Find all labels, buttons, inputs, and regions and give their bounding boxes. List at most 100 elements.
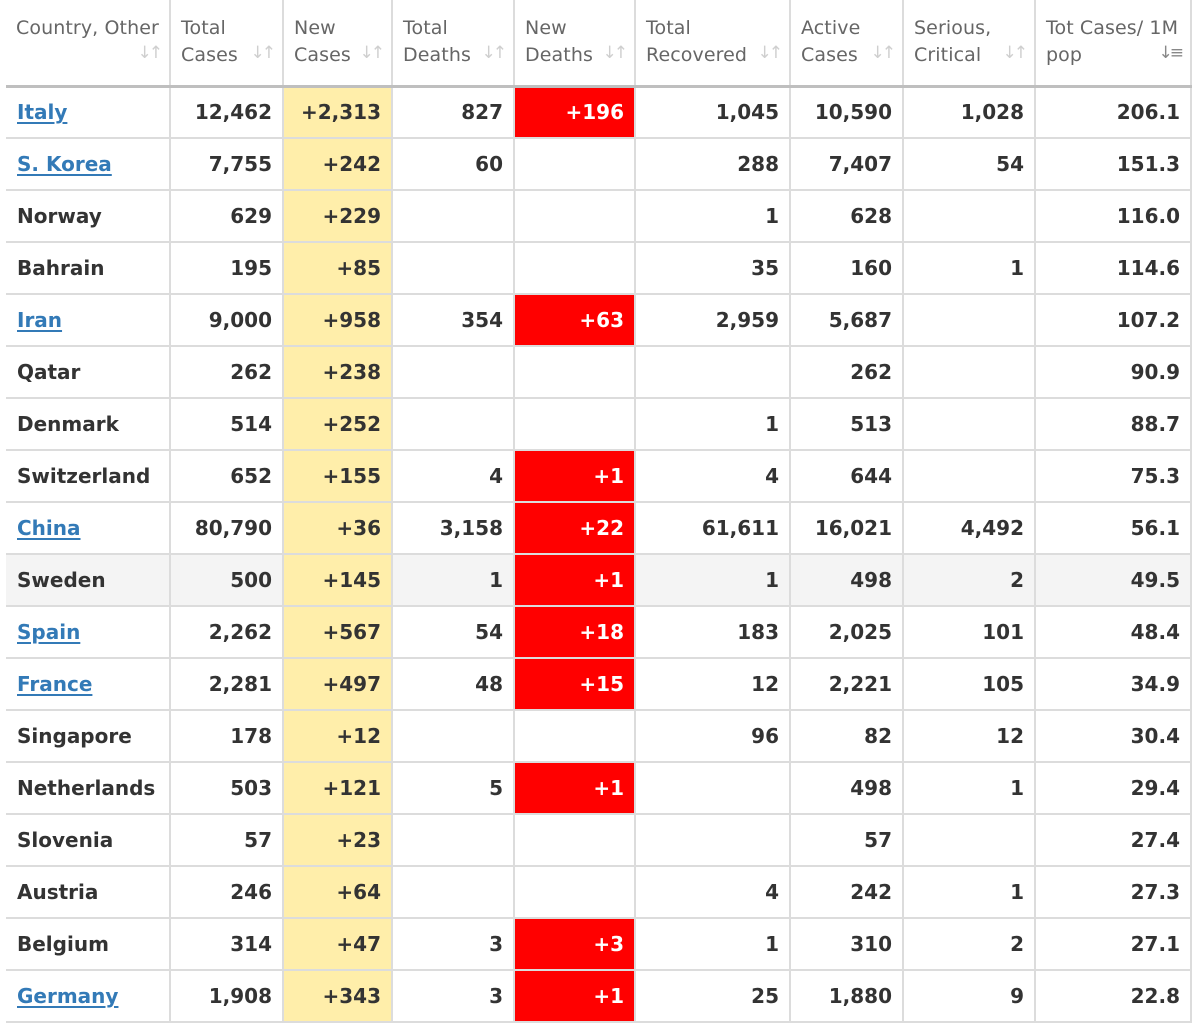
country-link[interactable]: China [17,516,81,540]
cell-total-cases: 12,462 [169,85,284,139]
cell-active-cases: 2,221 [789,657,904,711]
cell-tot-cases-per-1m: 27.4 [1034,813,1192,867]
col-header-tot-cases-per-1m[interactable]: Tot Cases/ 1M pop ↓≡ [1034,0,1192,88]
table-row: Netherlands 503 +121 5 +1 498 1 29.4 [6,761,1192,815]
cell-active-cases: 7,407 [789,137,904,191]
cell-total-deaths [391,241,515,295]
col-header-total-deaths[interactable]: Total Deaths ↓↑ [391,0,515,88]
country-link[interactable]: Iran [17,308,63,332]
country-link[interactable]: S. Korea [17,152,112,176]
cell-total-cases: 500 [169,553,284,607]
country-name: Netherlands [17,776,156,800]
cell-new-cases: +2,313 [282,85,393,139]
cell-new-cases: +238 [282,345,393,399]
cell-country: Bahrain [6,241,171,295]
col-header-label: Total Deaths [403,17,471,66]
cell-country: S. Korea [6,137,171,191]
cell-active-cases: 498 [789,761,904,815]
cell-new-deaths: +196 [513,85,636,139]
col-header-new-cases[interactable]: New Cases ↓↑ [282,0,393,88]
sort-arrows-icon[interactable]: ↓↑ [481,43,507,63]
cell-total-cases: 2,262 [169,605,284,659]
col-header-label: Tot Cases/ 1M pop [1046,17,1179,66]
cell-country: Slovenia [6,813,171,867]
table-header-row: Country, Other ↓↑ Total Cases ↓↑ New Cas… [6,0,1192,88]
col-header-serious-critical[interactable]: Serious, Critical ↓↑ [902,0,1036,88]
cell-total-deaths: 48 [391,657,515,711]
cell-tot-cases-per-1m: 27.1 [1034,917,1192,971]
sort-arrows-icon[interactable]: ↓↑ [1002,43,1028,63]
cell-total-deaths: 3 [391,917,515,971]
cell-total-cases: 57 [169,813,284,867]
cell-country: France [6,657,171,711]
cell-country: Denmark [6,397,171,451]
cell-country: Spain [6,605,171,659]
sort-arrows-icon[interactable]: ↓↑ [870,43,896,63]
cell-total-deaths [391,865,515,919]
cell-total-deaths [391,709,515,763]
sort-arrows-icon[interactable]: ↓↑ [602,43,628,63]
cell-total-deaths: 354 [391,293,515,347]
cell-new-cases: +36 [282,501,393,555]
cell-total-deaths [391,813,515,867]
cell-total-recovered: 4 [634,449,791,503]
cell-total-cases: 80,790 [169,501,284,555]
cell-new-deaths: +15 [513,657,636,711]
cell-new-deaths [513,189,636,243]
cell-serious-critical: 2 [902,917,1036,971]
cell-total-recovered: 1 [634,917,791,971]
country-link[interactable]: Italy [17,100,68,125]
cell-country: Qatar [6,345,171,399]
col-header-label: Total Cases [181,17,238,66]
sort-descending-icon[interactable]: ↓≡ [1158,43,1184,63]
country-link[interactable]: Germany [17,984,119,1008]
cell-total-deaths: 827 [391,85,515,139]
cell-tot-cases-per-1m: 30.4 [1034,709,1192,763]
cell-new-cases: +229 [282,189,393,243]
cell-serious-critical: 2 [902,553,1036,607]
cell-tot-cases-per-1m: 48.4 [1034,605,1192,659]
cell-serious-critical [902,813,1036,867]
cell-country: Switzerland [6,449,171,503]
country-name: Norway [17,204,102,228]
sort-arrows-icon[interactable]: ↓↑ [359,43,385,63]
cell-serious-critical: 1 [902,865,1036,919]
col-header-total-cases[interactable]: Total Cases ↓↑ [169,0,284,88]
col-header-country[interactable]: Country, Other ↓↑ [6,0,171,88]
table-row: China 80,790 +36 3,158 +22 61,611 16,021 4,492 5… [6,501,1192,555]
col-header-new-deaths[interactable]: New Deaths ↓↑ [513,0,636,88]
cell-country: Norway [6,189,171,243]
cell-total-cases: 9,000 [169,293,284,347]
col-header-active-cases[interactable]: Active Cases ↓↑ [789,0,904,88]
cell-new-cases: +252 [282,397,393,451]
cell-total-deaths: 5 [391,761,515,815]
sort-arrows-icon[interactable]: ↓↑ [137,43,163,63]
cell-tot-cases-per-1m: 114.6 [1034,241,1192,295]
cell-total-deaths: 1 [391,553,515,607]
cell-country: Singapore [6,709,171,763]
cell-active-cases: 513 [789,397,904,451]
cell-total-cases: 2,281 [169,657,284,711]
cell-total-deaths: 4 [391,449,515,503]
cell-new-deaths: +1 [513,761,636,815]
cell-serious-critical: 12 [902,709,1036,763]
cell-total-deaths: 3,158 [391,501,515,555]
cell-country: Netherlands [6,761,171,815]
cell-new-cases: +64 [282,865,393,919]
cell-new-deaths: +3 [513,917,636,971]
country-name: Sweden [17,568,106,592]
sort-arrows-icon[interactable]: ↓↑ [250,43,276,63]
cell-new-cases: +85 [282,241,393,295]
cell-new-cases: +497 [282,657,393,711]
cell-new-deaths: +1 [513,553,636,607]
cell-total-cases: 629 [169,189,284,243]
sort-arrows-icon[interactable]: ↓↑ [757,43,783,63]
cell-total-recovered: 4 [634,865,791,919]
col-header-total-recovered[interactable]: Total Recovered ↓↑ [634,0,791,88]
country-link[interactable]: Spain [17,620,81,644]
cell-new-deaths [513,865,636,919]
cell-new-deaths: +18 [513,605,636,659]
table-row: S. Korea 7,755 +242 60 288 7,407 54 151.3 [6,137,1192,191]
country-link[interactable]: France [17,672,93,696]
cell-new-deaths [513,241,636,295]
